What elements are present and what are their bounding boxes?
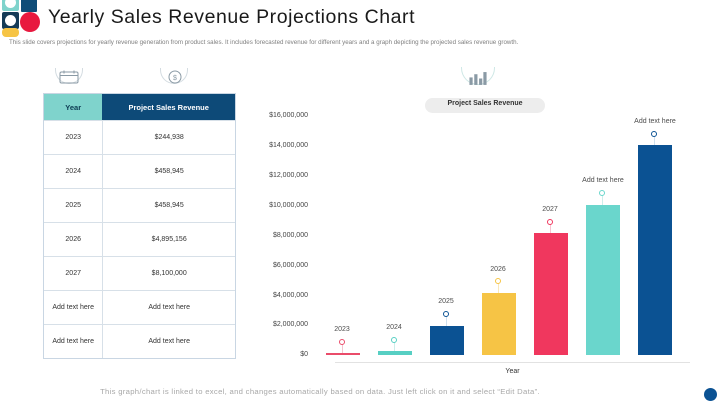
svg-text:$: $ xyxy=(173,75,177,82)
